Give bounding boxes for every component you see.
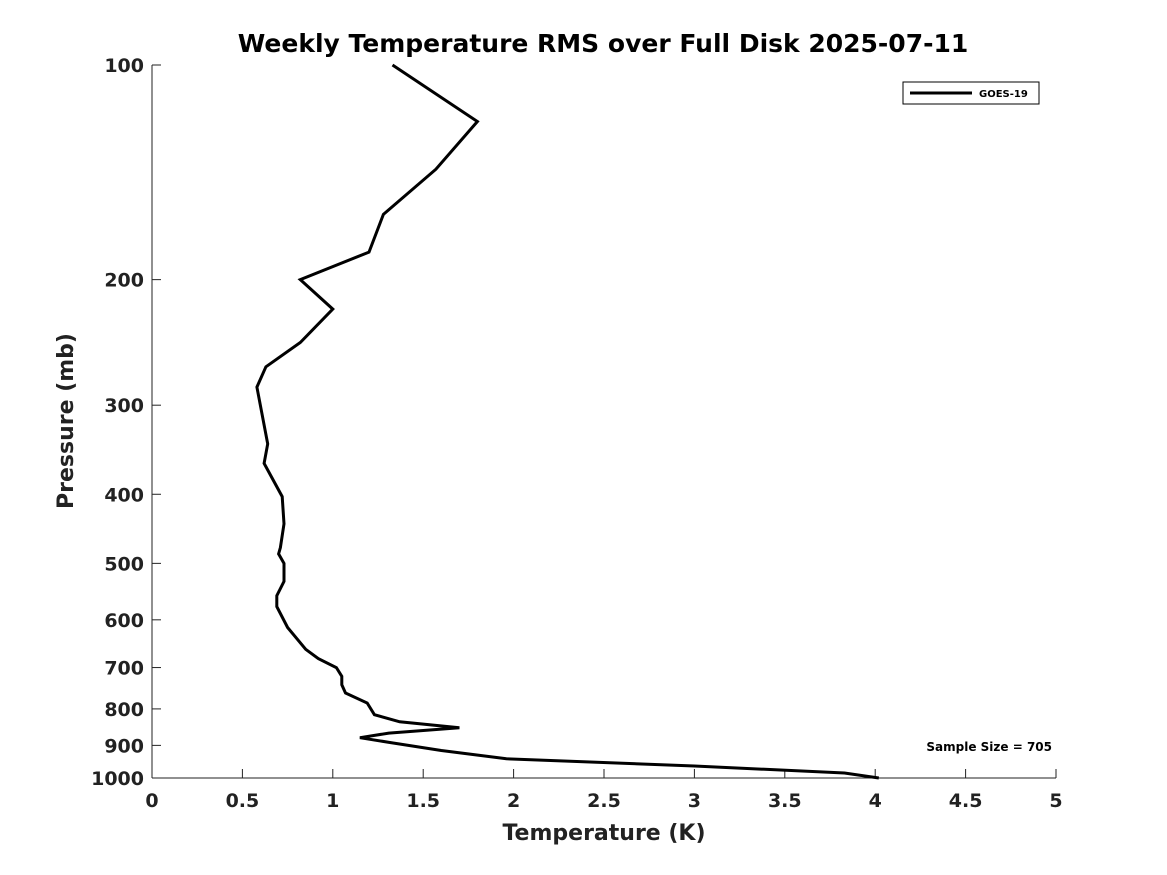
x-tick-label: 1.5: [406, 790, 440, 812]
y-tick-label: 700: [104, 658, 144, 680]
x-tick-label: 3: [688, 790, 701, 812]
x-tick-label: 2: [507, 790, 520, 812]
y-tick-label: 300: [104, 395, 144, 417]
x-tick-label: 3.5: [768, 790, 802, 812]
y-tick-label: 500: [104, 553, 144, 575]
plot-area: [152, 65, 1056, 778]
y-tick-label: 600: [104, 610, 144, 632]
x-tick-label: 4: [869, 790, 882, 812]
legend-label: GOES-19: [979, 89, 1028, 100]
y-tick-label: 100: [104, 55, 144, 77]
sample-size-annotation: Sample Size = 705: [926, 740, 1052, 754]
x-tick-label: 0: [145, 790, 158, 812]
y-axis-ticks: 100 200 300 400 500 600 700 800 900 1000: [91, 55, 161, 790]
y-tick-label: 900: [104, 735, 144, 757]
x-tick-label: 4.5: [949, 790, 983, 812]
x-tick-label: 2.5: [587, 790, 621, 812]
x-tick-label: 5: [1049, 790, 1062, 812]
y-tick-label: 1000: [91, 768, 144, 790]
x-tick-label: 0.5: [226, 790, 260, 812]
y-tick-label: 200: [104, 270, 144, 292]
chart-title: Weekly Temperature RMS over Full Disk 20…: [238, 29, 969, 58]
legend: GOES-19: [902, 81, 1040, 105]
y-tick-label: 400: [104, 484, 144, 506]
y-axis-label: Pressure (mb): [54, 333, 79, 509]
x-axis-label: Temperature (K): [502, 821, 705, 846]
x-axis-ticks: 0 0.5 1 1.5 2 2.5 3 3.5 4 4.5 5: [145, 769, 1063, 812]
x-tick-label: 1: [326, 790, 339, 812]
series-line-goes-19: [255, 63, 880, 780]
y-tick-label: 800: [104, 699, 144, 721]
